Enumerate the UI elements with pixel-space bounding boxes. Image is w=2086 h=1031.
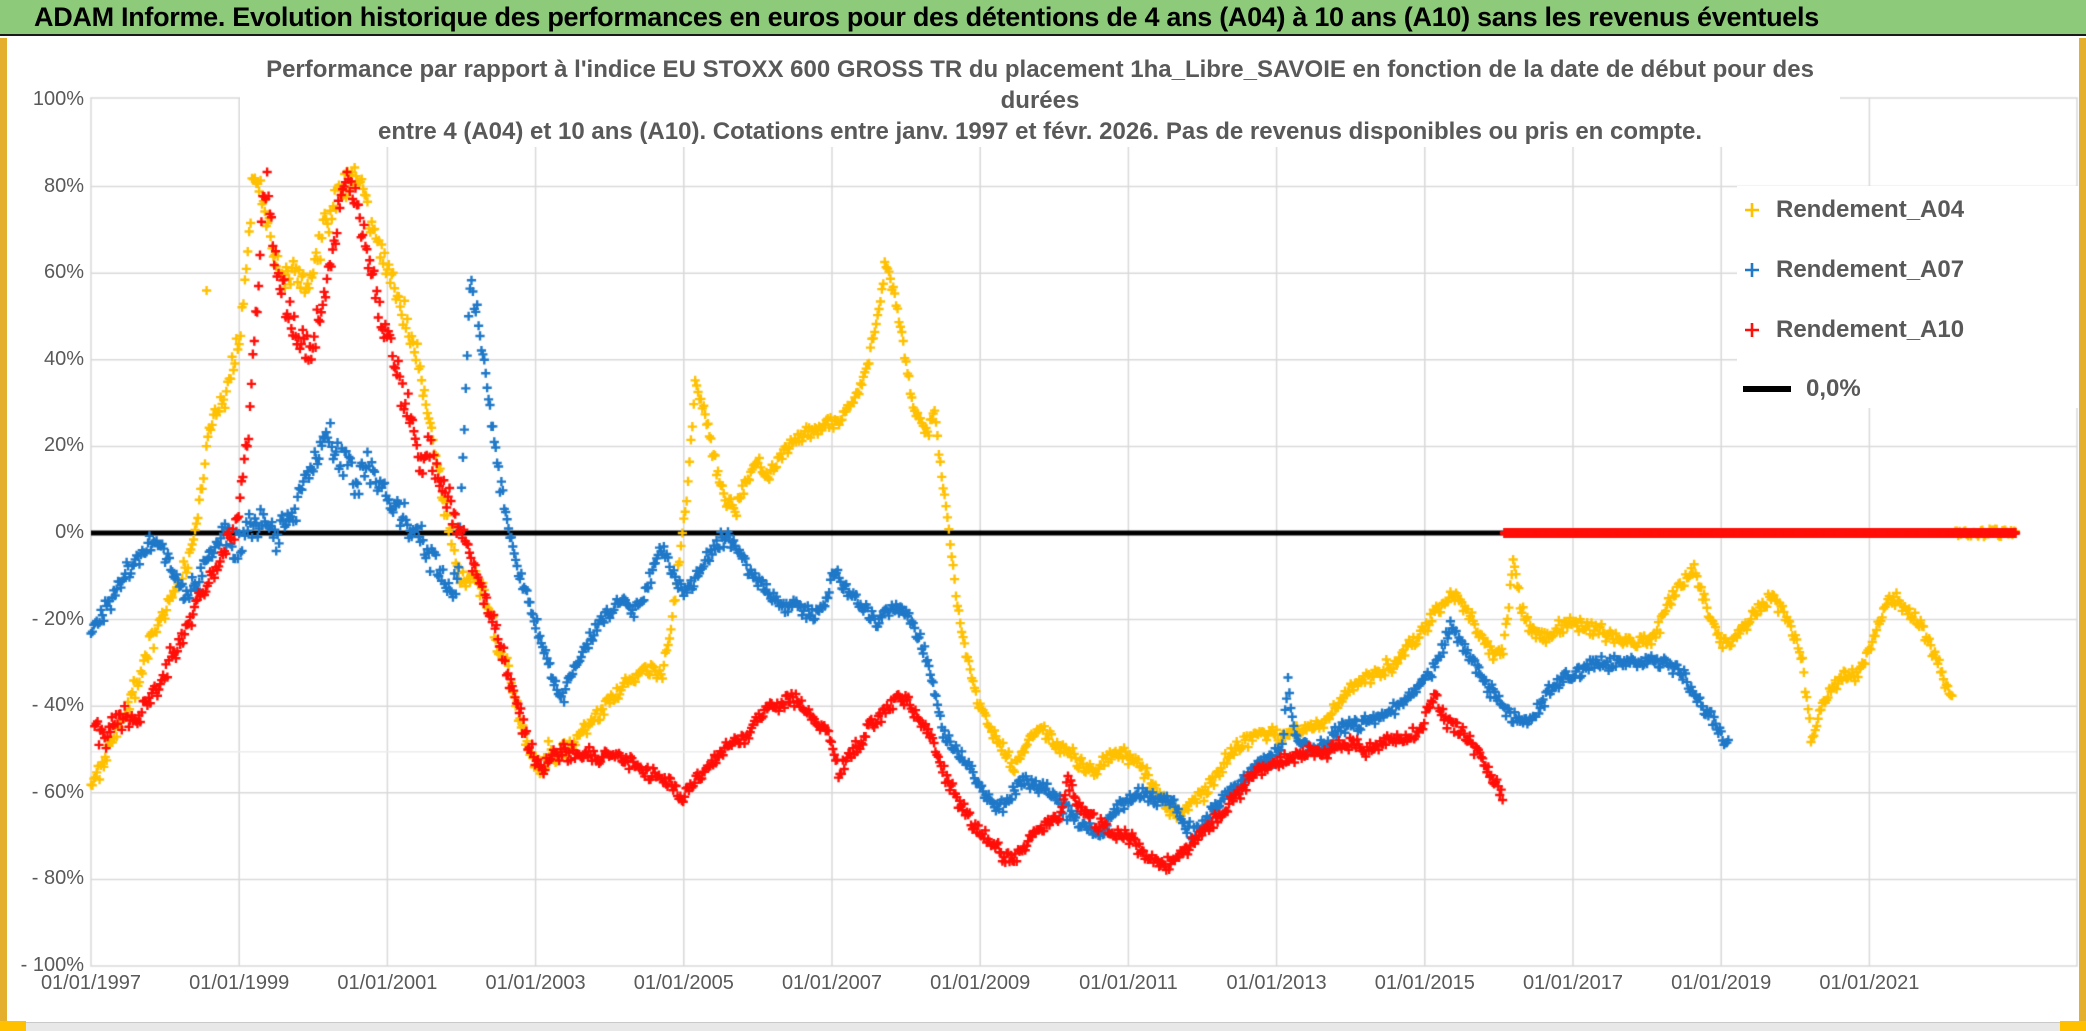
x-tick-label: 01/01/2019 xyxy=(1671,972,1772,994)
legend-label: Rendement_A07 xyxy=(1776,256,1965,283)
legend-item-rendement-a04[interactable]: Rendement_A04 xyxy=(1743,193,1964,227)
plus-marker-icon xyxy=(1745,263,1759,277)
x-tick-label: 01/01/2021 xyxy=(1819,972,1920,994)
left-edge-strip xyxy=(0,38,7,1031)
bottom-left-corner-mark xyxy=(0,1021,26,1031)
bottom-row-strip xyxy=(7,1022,2079,1031)
plus-marker-icon xyxy=(1745,203,1759,217)
legend-label: Rendement_A10 xyxy=(1776,316,1965,343)
x-tick-label: 01/01/2011 xyxy=(1079,972,1178,994)
x-tick-label: 01/01/2001 xyxy=(337,972,438,994)
header-title: ADAM Informe. Evolution historique des p… xyxy=(34,1,1819,32)
plus-marker-icon xyxy=(1745,323,1759,337)
x-tick-label: 01/01/2005 xyxy=(633,972,734,994)
x-tick-label: 01/01/2015 xyxy=(1374,972,1475,994)
x-tick-label: 01/01/1999 xyxy=(189,972,290,994)
x-tick-label: 01/01/1997 xyxy=(40,972,142,994)
legend-item-zero-line[interactable]: 0,0% xyxy=(1743,372,1861,406)
legend-item-rendement-a07[interactable]: Rendement_A07 xyxy=(1743,253,1964,287)
bottom-right-corner-mark xyxy=(2060,1021,2086,1031)
x-tick-label: 01/01/2003 xyxy=(485,972,586,994)
x-tick-label: 01/01/2017 xyxy=(1522,972,1624,994)
y-tick-label: 20% xyxy=(43,434,84,457)
x-tick-label: 01/01/2013 xyxy=(1226,972,1327,994)
y-tick-label: 60% xyxy=(43,261,84,284)
legend-label: 0,0% xyxy=(1806,375,1861,402)
y-tick-label: - 40% xyxy=(31,694,84,717)
y-tick-label: 40% xyxy=(43,347,84,370)
legend-background xyxy=(1737,186,2078,408)
y-tick-label: - 60% xyxy=(31,780,84,803)
y-tick-label: - 100% xyxy=(20,954,84,976)
chart-title-line-2: entre 4 (A04) et 10 ans (A10). Cotations… xyxy=(377,118,1703,145)
chart-title: Performance par rapport à l'indice EU ST… xyxy=(240,54,1840,147)
chart-title-line-1: Performance par rapport à l'indice EU ST… xyxy=(266,56,1814,114)
y-tick-label: - 20% xyxy=(31,607,84,630)
legend-item-rendement-a10[interactable]: Rendement_A10 xyxy=(1743,313,1964,347)
x-tick-label: 01/01/2007 xyxy=(781,972,883,994)
y-tick-label: 0% xyxy=(55,521,84,543)
legend-label: Rendement_A04 xyxy=(1776,196,1965,223)
header-bar: ADAM Informe. Evolution historique des p… xyxy=(0,0,2086,36)
right-edge-strip xyxy=(2079,38,2086,1031)
y-tick-label: - 80% xyxy=(31,867,84,890)
y-tick-label: 80% xyxy=(43,174,84,197)
y-tick-label: 100% xyxy=(32,88,84,110)
x-tick-label: 01/01/2009 xyxy=(930,972,1031,994)
zero-line-swatch xyxy=(1743,386,1791,392)
